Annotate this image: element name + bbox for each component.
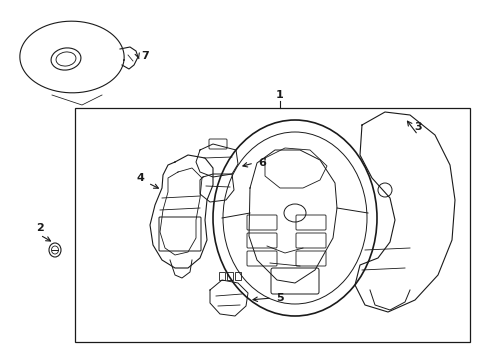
- Bar: [75, 108, 469, 342]
- Text: 4: 4: [136, 173, 143, 183]
- Text: 3: 3: [413, 122, 421, 132]
- Text: 5: 5: [276, 293, 283, 303]
- Text: 1: 1: [276, 90, 284, 100]
- Text: 2: 2: [36, 223, 44, 233]
- Text: 6: 6: [258, 158, 265, 168]
- Text: 7: 7: [141, 51, 148, 61]
